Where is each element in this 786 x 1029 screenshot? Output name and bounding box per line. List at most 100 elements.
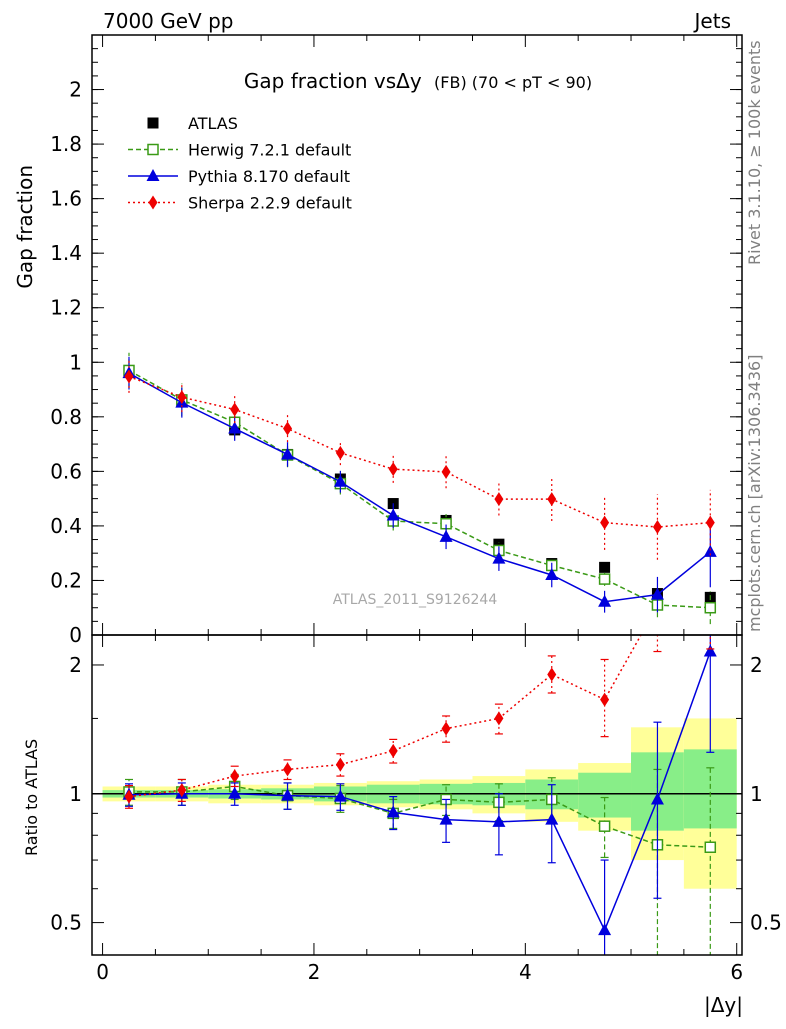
sherpa-ratio-point xyxy=(441,721,451,736)
main-ytick-label: 0.4 xyxy=(50,514,82,538)
herwig-line xyxy=(128,369,711,609)
series-atlas xyxy=(123,366,716,603)
pythia-ratio-point xyxy=(598,923,612,936)
sherpa-point xyxy=(388,462,398,477)
mcplots-label: mcplots.cern.ch [arXiv:1306.3436] xyxy=(745,355,764,632)
sherpa-point xyxy=(652,520,662,534)
legend-label-herwig: Herwig 7.2.1 default xyxy=(188,141,351,160)
sherpa-line xyxy=(128,375,711,528)
chart-title-main: Gap fraction vsΔy xyxy=(244,69,422,93)
ratio-series-pythia xyxy=(122,635,717,955)
ratio-ytick-label-right: 1 xyxy=(750,782,763,806)
ratio-series-sherpa xyxy=(124,635,715,809)
main-ytick-label: 0.6 xyxy=(50,459,82,483)
sherpa-point xyxy=(335,445,345,460)
chart-title: Gap fraction vsΔy (FB) (70 < pT < 90) xyxy=(244,69,592,93)
pythia-ratio-point xyxy=(281,788,295,801)
sherpa-point xyxy=(600,515,610,530)
main-ytick-label: 0.8 xyxy=(50,405,82,429)
series-pythia xyxy=(122,356,717,613)
sherpa-point xyxy=(283,421,293,436)
pythia-ratio-point xyxy=(703,644,717,657)
pythia-point xyxy=(492,551,506,564)
sherpa-ratio-point xyxy=(494,711,504,726)
pythia-ratio-point xyxy=(228,786,242,799)
main-ytick-label: 1.2 xyxy=(50,296,82,320)
herwig-ratio-point xyxy=(598,820,611,832)
main-ytick-label: 0 xyxy=(69,623,82,647)
atlas-point xyxy=(599,561,611,573)
ratio-xtick-label: 6 xyxy=(730,960,743,984)
chart-title-sub: (FB) (70 < pT < 90) xyxy=(434,73,592,92)
series-herwig xyxy=(123,352,717,625)
sherpa-ratio-point xyxy=(388,743,398,758)
header-right: Jets xyxy=(693,9,731,33)
main-panel: 0 0.2 0.4 0.6 0.8 1 1.2 1.4 1.6 1.8 2 xyxy=(50,34,743,647)
pythia-point xyxy=(598,594,612,607)
series-sherpa xyxy=(124,360,715,560)
ratio-panel: 0.5 0.5 1 1 2 2 0 2 4 6 xyxy=(50,634,782,984)
sherpa-ratio-point xyxy=(600,692,610,707)
main-ytick-label: 1.4 xyxy=(50,241,82,265)
herwig-point xyxy=(598,573,611,585)
ratio-frame xyxy=(91,634,743,956)
pythia-ratio-point xyxy=(650,792,664,805)
watermark: ATLAS_2011_S9126244 xyxy=(333,592,498,608)
legend-marker-atlas xyxy=(147,117,159,129)
sherpa-ratio-point xyxy=(547,667,557,682)
main-ytick-label: 1.6 xyxy=(50,187,82,211)
sherpa-point xyxy=(547,492,557,507)
pythia-ratio-point xyxy=(492,814,506,827)
ratio-xtick-label: 4 xyxy=(519,960,532,984)
sherpa-ratio-point xyxy=(177,783,187,798)
ratio-ytick-label-left: 2 xyxy=(69,653,82,677)
sherpa-point xyxy=(494,492,504,507)
pythia-point xyxy=(439,529,453,542)
pythia-point xyxy=(386,508,400,521)
ratio-ytick-label-right: 0.5 xyxy=(750,911,782,935)
sherpa-point xyxy=(177,390,187,405)
sherpa-point xyxy=(705,515,715,530)
pythia-ratio-point xyxy=(386,805,400,818)
main-y-axis-label: Gap fraction xyxy=(13,165,37,289)
uncertainty-band-inner xyxy=(683,749,737,829)
sherpa-ratio-point xyxy=(335,757,345,772)
main-data xyxy=(122,352,717,625)
main-ytick-label: 0.2 xyxy=(50,568,82,592)
uncertainty-band-inner xyxy=(578,772,632,818)
main-ytick-label: 2 xyxy=(69,78,82,102)
sherpa-ratio-point xyxy=(283,762,293,777)
sherpa-ratio-point xyxy=(124,789,134,804)
ratio-ytick-label-right: 2 xyxy=(750,653,763,677)
herwig-ratio-line xyxy=(128,785,711,848)
ratio-ytick-label-left: 0.5 xyxy=(50,911,82,935)
sherpa-point xyxy=(441,464,451,479)
ratio-ytick-label-left: 1 xyxy=(69,782,82,806)
pythia-point xyxy=(650,587,664,600)
legend-label-pythia: Pythia 8.170 default xyxy=(188,167,350,186)
ratio-data xyxy=(92,635,742,955)
pythia-point xyxy=(281,447,295,460)
legend-marker-sherpa xyxy=(148,195,158,210)
sherpa-ratio-point xyxy=(230,769,240,784)
pythia-point xyxy=(228,421,242,434)
ratio-y-axis-label: Ratio to ATLAS xyxy=(22,739,41,856)
main-ytick-label: 1.8 xyxy=(50,132,82,156)
ratio-xtick-label: 0 xyxy=(96,960,109,984)
pythia-ratio-line xyxy=(128,651,711,933)
pythia-line xyxy=(128,372,711,603)
pythia-ratio-point xyxy=(545,812,559,825)
pythia-point xyxy=(703,544,717,557)
herwig-point xyxy=(704,601,717,614)
sherpa-point xyxy=(230,402,240,417)
main-ytick-label: 1 xyxy=(69,350,82,374)
rivet-label: Rivet 3.1.10, ≥ 100k events xyxy=(745,40,764,265)
legend-label-sherpa: Sherpa 2.2.9 default xyxy=(188,194,352,213)
x-axis-label: |Δy| xyxy=(704,993,743,1017)
pythia-ratio-point xyxy=(333,789,347,802)
pythia-point xyxy=(545,568,559,580)
legend-label-atlas: ATLAS xyxy=(188,114,238,133)
legend-marker-pythia xyxy=(146,169,160,181)
header-left: 7000 GeV pp xyxy=(103,9,234,33)
